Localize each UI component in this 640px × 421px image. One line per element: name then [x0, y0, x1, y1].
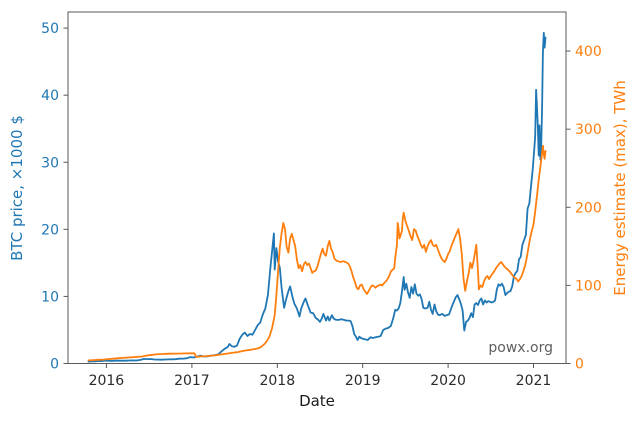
series-line-btc-price [87, 31, 547, 363]
plot-border [67, 11, 567, 364]
y-right-tick-label: 400 [575, 44, 602, 60]
x-tick-label: 2018 [259, 373, 295, 389]
y-axis-label-right: Energy estimate (max), TWh [611, 80, 629, 295]
y-right-tick-label: 300 [575, 122, 602, 138]
x-tick-label: 2016 [89, 373, 125, 389]
y-left-tick-label: 20 [41, 222, 59, 238]
y-right-tick-label: 100 [575, 278, 602, 294]
x-tick-label: 2017 [174, 373, 210, 389]
series-line-energy-estimate-max- [87, 144, 547, 362]
x-axis-label: Date [299, 392, 335, 410]
y-left-tick-label: 0 [50, 357, 59, 373]
watermark-text: powx.org [488, 340, 553, 356]
y-left-tick-label: 10 [41, 289, 59, 305]
y-left-tick-label: 50 [41, 21, 59, 37]
x-tick-label: 2020 [430, 373, 466, 389]
data-series [87, 31, 547, 363]
y-left-tick-label: 40 [41, 88, 59, 104]
y-right-tick-label: 0 [575, 357, 584, 373]
y-right-tick-label: 200 [575, 200, 602, 216]
x-tick-label: 2021 [516, 373, 552, 389]
axis-ticks: 2016 2017 2018 2019 2020 2021 0 10 20 30 40 50 0 100 2… [41, 21, 602, 389]
y-axis-label-left: BTC price, ×1000 $ [8, 115, 26, 261]
x-tick-label: 2019 [345, 373, 381, 389]
y-left-tick-label: 30 [41, 155, 59, 171]
